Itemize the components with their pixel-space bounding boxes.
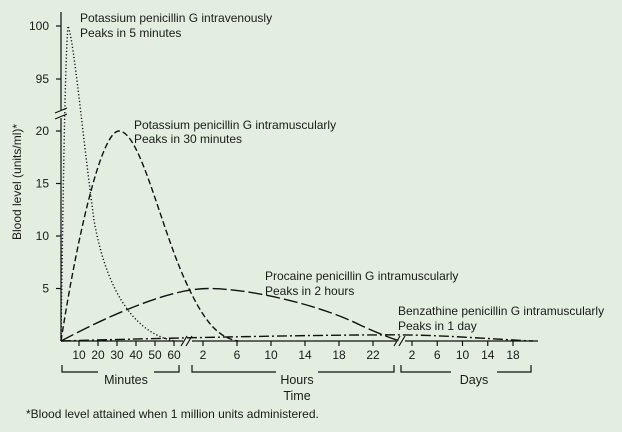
x-tick-label: 20 — [91, 348, 105, 362]
annotation-procaine-line2: Peaks in 2 hours — [265, 284, 354, 298]
x-axis-break-mark-2 — [393, 335, 406, 347]
x-tick-label: 18 — [506, 348, 520, 362]
x-tick-label: 2 — [409, 348, 416, 362]
bracket-minutes — [61, 365, 180, 373]
y-tick-label: 5 — [42, 282, 49, 296]
bracket-days — [400, 365, 532, 373]
y-tick-label: 95 — [36, 72, 50, 86]
y-axis-label: Blood level (units/ml)* — [10, 124, 24, 240]
curve-benzathine-im — [60, 334, 534, 342]
x-tick-label: 40 — [129, 348, 143, 362]
annotation-potassium-iv-line1: Potassium penicillin G intravenously — [80, 11, 272, 25]
bracket-hours — [191, 365, 395, 373]
x-tick-label: 14 — [481, 348, 495, 362]
annotation-potassium-iv-line2: Peaks in 5 minutes — [80, 26, 181, 40]
annotation-procaine-line1: Procaine penicillin G intramuscularly — [265, 269, 458, 283]
segment-label-hours: Hours — [280, 373, 313, 387]
y-tick-label: 100 — [29, 19, 49, 33]
x-tick-label: 22 — [366, 348, 380, 362]
annotation-benzathine-line2: Peaks in 1 day — [398, 319, 477, 333]
x-tick-label: 6 — [434, 348, 441, 362]
x-tick-label: 18 — [332, 348, 346, 362]
annotation-potassium-im-line1: Potassium penicillin G intramuscularly — [134, 118, 336, 132]
x-tick-label: 6 — [234, 348, 241, 362]
segment-label-days: Days — [460, 373, 488, 387]
curve-potassium-im — [60, 130, 239, 342]
x-tick-label: 10 — [264, 348, 278, 362]
x-axis-label: Time — [283, 389, 310, 403]
segment-label-minutes: Minutes — [104, 373, 148, 387]
x-tick-label: 10 — [456, 348, 470, 362]
y-tick-label: 15 — [36, 177, 50, 191]
x-tick-label: 14 — [298, 348, 312, 362]
x-tick-label: 60 — [167, 348, 181, 362]
annotation-benzathine-line1: Benzathine penicillin G intramuscularly — [398, 304, 604, 318]
y-tick-label: 10 — [36, 229, 50, 243]
x-tick-label: 2 — [200, 348, 207, 362]
annotation-potassium-im-line2: Peaks in 30 minutes — [134, 132, 242, 146]
x-tick-label: 30 — [110, 348, 124, 362]
x-tick-label: 50 — [148, 348, 162, 362]
x-tick-label: 10 — [72, 348, 86, 362]
footnote: *Blood level attained when 1 million uni… — [26, 407, 319, 421]
curve-procaine-im — [60, 287, 401, 342]
curve-potassium-iv — [60, 25, 176, 342]
y-tick-label: 20 — [36, 124, 50, 138]
